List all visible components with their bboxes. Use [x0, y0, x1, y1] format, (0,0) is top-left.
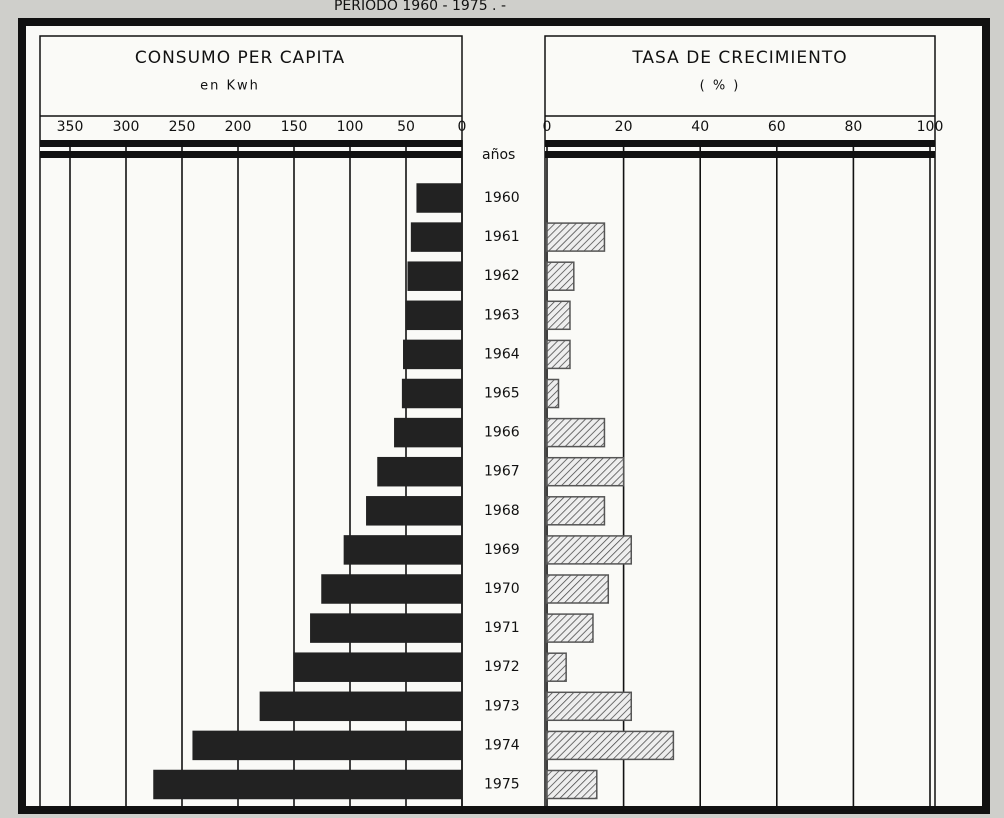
bar	[546, 496, 606, 526]
x-tick-label: 0	[458, 119, 467, 135]
category-label: 1966	[484, 425, 520, 441]
bar	[310, 613, 463, 643]
bar	[293, 652, 463, 682]
category-label: 1962	[484, 268, 520, 284]
x-tick-label: 20	[615, 119, 633, 135]
right-subtitle: ( % )	[700, 79, 741, 94]
x-tick-label: 100	[917, 119, 944, 135]
right-title: TASA DE CRECIMIENTO	[631, 48, 847, 68]
category-label: 1964	[484, 346, 520, 362]
category-label: 1963	[484, 307, 520, 323]
left-title: CONSUMO PER CAPITA	[135, 48, 345, 68]
category-label: 1969	[484, 542, 520, 558]
category-label: 1970	[484, 581, 520, 597]
category-label: 1961	[484, 229, 520, 245]
bar	[377, 456, 463, 487]
bar	[403, 339, 463, 370]
bar	[410, 222, 463, 252]
bar	[405, 300, 463, 331]
category-label: 1975	[484, 777, 520, 793]
bar	[546, 769, 598, 800]
bar	[407, 261, 463, 291]
x-tick-label: 50	[397, 119, 415, 135]
left-subtitle: en Kwh	[200, 79, 260, 94]
bar	[401, 378, 463, 409]
bar	[192, 730, 463, 761]
bar	[546, 261, 575, 291]
bar	[546, 613, 594, 643]
bar	[343, 535, 463, 565]
bar	[416, 183, 463, 213]
bar	[546, 456, 625, 487]
bar	[394, 417, 463, 448]
bar	[546, 417, 606, 448]
x-tick-label: 40	[691, 119, 709, 135]
x-tick-label: 200	[225, 119, 252, 135]
x-tick-label: 350	[57, 119, 84, 135]
bar	[546, 535, 633, 565]
heading: PERIODO 1960 - 1975 . -	[334, 0, 506, 14]
category-label: 1971	[484, 620, 520, 636]
bar	[259, 691, 463, 722]
left-band-strip	[40, 147, 462, 151]
category-label: 1968	[484, 503, 520, 519]
bar	[366, 496, 463, 526]
x-tick-label: 0	[543, 119, 552, 135]
bar	[546, 222, 606, 252]
bar	[546, 574, 610, 604]
bar	[546, 730, 675, 761]
x-tick-label: 300	[113, 119, 140, 135]
category-axis-label: años	[482, 147, 515, 163]
x-tick-label: 100	[337, 119, 364, 135]
category-label: 1973	[484, 698, 520, 714]
category-label: 1965	[484, 386, 520, 402]
right-band-strip	[545, 147, 935, 151]
bar	[546, 300, 571, 331]
x-tick-label: 250	[169, 119, 196, 135]
x-tick-label: 80	[844, 119, 862, 135]
category-label: 1972	[484, 659, 520, 675]
x-tick-label: 60	[768, 119, 786, 135]
right-panel	[544, 35, 936, 811]
bar	[546, 339, 571, 370]
category-label: 1974	[484, 737, 520, 753]
bar	[546, 378, 560, 409]
x-tick-label: 150	[281, 119, 308, 135]
bar	[546, 691, 633, 722]
bar	[546, 652, 567, 682]
category-label: 1967	[484, 464, 520, 480]
bar	[153, 769, 463, 800]
category-label: 1960	[484, 190, 520, 206]
bar	[321, 574, 463, 604]
